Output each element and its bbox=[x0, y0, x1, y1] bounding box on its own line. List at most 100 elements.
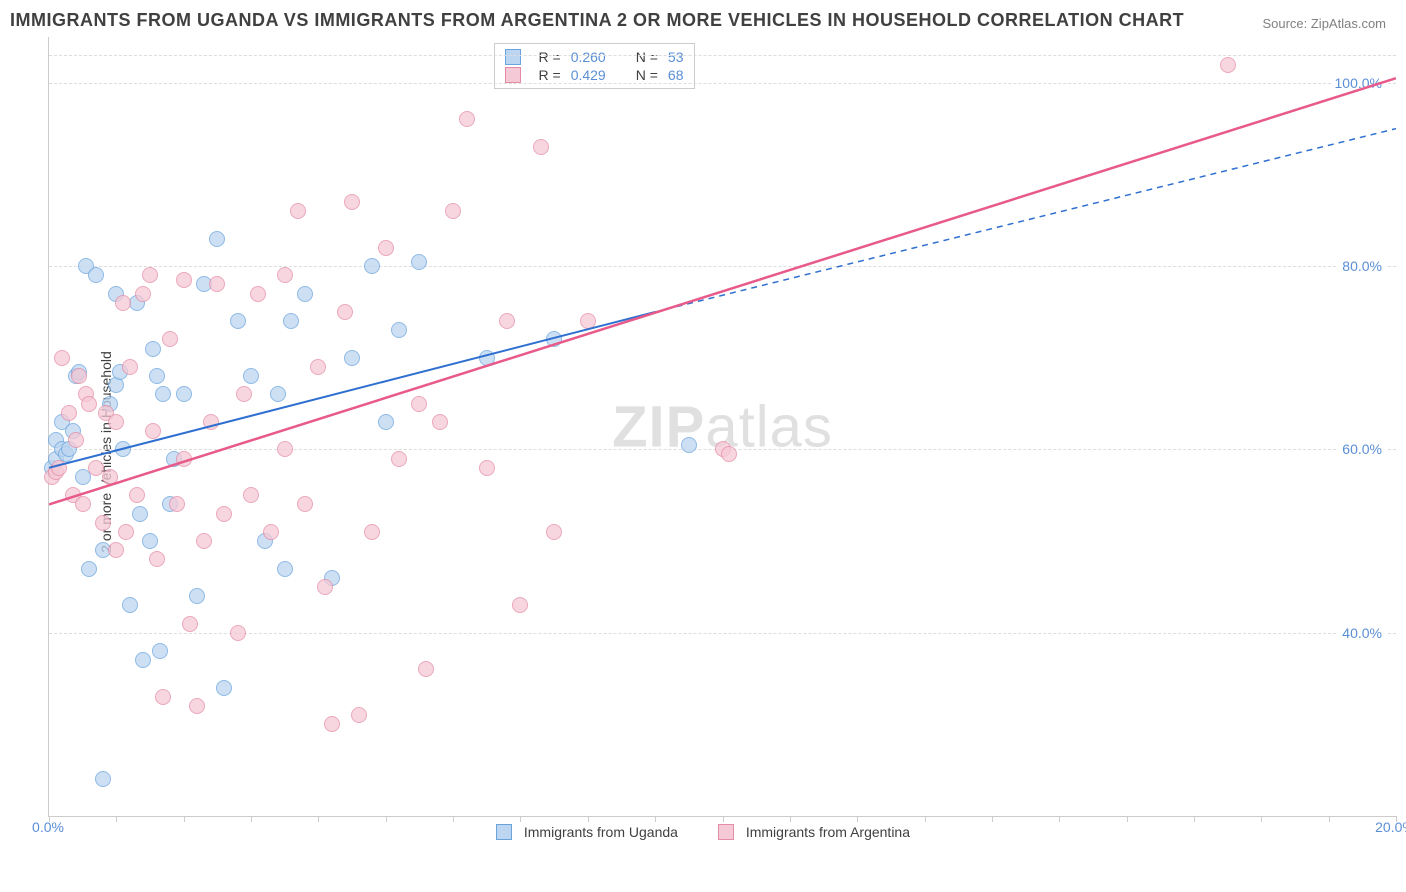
source-label: Source: ZipAtlas.com bbox=[1262, 16, 1386, 31]
scatter-point bbox=[189, 588, 205, 604]
scatter-point bbox=[145, 341, 161, 357]
scatter-point bbox=[115, 295, 131, 311]
scatter-point bbox=[344, 194, 360, 210]
scatter-point bbox=[132, 506, 148, 522]
scatter-point bbox=[277, 561, 293, 577]
scatter-point bbox=[533, 139, 549, 155]
trend-lines bbox=[49, 37, 1396, 816]
scatter-point bbox=[411, 396, 427, 412]
chart-header: IMMIGRANTS FROM UGANDA VS IMMIGRANTS FRO… bbox=[0, 0, 1406, 37]
scatter-point bbox=[580, 313, 596, 329]
gridline bbox=[49, 55, 1396, 56]
scatter-point bbox=[364, 258, 380, 274]
plot-area: ZIPatlas R = 0.260 N = 53 R = 0.429 N = … bbox=[48, 37, 1396, 817]
scatter-point bbox=[209, 231, 225, 247]
scatter-point bbox=[216, 506, 232, 522]
bottom-legend: Immigrants from Uganda Immigrants from A… bbox=[496, 824, 910, 840]
ytick-label: 40.0% bbox=[1338, 625, 1386, 641]
scatter-point bbox=[95, 515, 111, 531]
scatter-point bbox=[230, 313, 246, 329]
scatter-point bbox=[54, 350, 70, 366]
scatter-point bbox=[155, 386, 171, 402]
scatter-point bbox=[270, 386, 286, 402]
scatter-point bbox=[277, 267, 293, 283]
legend-swatch-argentina bbox=[718, 824, 734, 840]
legend-label: Immigrants from Uganda bbox=[524, 824, 678, 840]
scatter-point bbox=[142, 267, 158, 283]
gridline bbox=[49, 83, 1396, 84]
scatter-point bbox=[135, 652, 151, 668]
scatter-point bbox=[499, 313, 515, 329]
scatter-point bbox=[135, 286, 151, 302]
scatter-point bbox=[155, 689, 171, 705]
scatter-point bbox=[337, 304, 353, 320]
scatter-point bbox=[149, 368, 165, 384]
scatter-point bbox=[1220, 57, 1236, 73]
scatter-point bbox=[344, 350, 360, 366]
scatter-point bbox=[176, 386, 192, 402]
stat-r-value: 0.260 bbox=[571, 49, 606, 65]
scatter-point bbox=[203, 414, 219, 430]
scatter-point bbox=[102, 469, 118, 485]
scatter-point bbox=[297, 286, 313, 302]
scatter-point bbox=[142, 533, 158, 549]
scatter-point bbox=[209, 276, 225, 292]
scatter-point bbox=[95, 771, 111, 787]
stat-n-label: N = bbox=[636, 67, 658, 83]
scatter-point bbox=[88, 267, 104, 283]
scatter-point bbox=[512, 597, 528, 613]
scatter-point bbox=[51, 460, 67, 476]
scatter-point bbox=[81, 396, 97, 412]
scatter-point bbox=[479, 460, 495, 476]
xtick-label: 0.0% bbox=[32, 819, 64, 835]
scatter-point bbox=[176, 451, 192, 467]
scatter-point bbox=[391, 322, 407, 338]
scatter-point bbox=[277, 441, 293, 457]
ytick-label: 80.0% bbox=[1338, 258, 1386, 274]
scatter-point bbox=[263, 524, 279, 540]
scatter-point bbox=[108, 542, 124, 558]
gridline bbox=[49, 633, 1396, 634]
swatch-argentina bbox=[505, 67, 521, 83]
stats-row-uganda: R = 0.260 N = 53 bbox=[505, 48, 684, 66]
scatter-point bbox=[283, 313, 299, 329]
scatter-point bbox=[546, 331, 562, 347]
scatter-point bbox=[391, 451, 407, 467]
scatter-point bbox=[411, 254, 427, 270]
stat-r-value: 0.429 bbox=[571, 67, 606, 83]
scatter-point bbox=[721, 446, 737, 462]
scatter-point bbox=[118, 524, 134, 540]
scatter-point bbox=[418, 661, 434, 677]
chart-container: 2 or more Vehicles in Household ZIPatlas… bbox=[10, 37, 1396, 867]
legend-label: Immigrants from Argentina bbox=[746, 824, 910, 840]
stat-n-value: 53 bbox=[668, 49, 684, 65]
stats-row-argentina: R = 0.429 N = 68 bbox=[505, 66, 684, 84]
scatter-point bbox=[310, 359, 326, 375]
scatter-point bbox=[445, 203, 461, 219]
scatter-point bbox=[182, 616, 198, 632]
scatter-point bbox=[75, 496, 91, 512]
stat-n-value: 68 bbox=[668, 67, 684, 83]
scatter-point bbox=[479, 350, 495, 366]
scatter-point bbox=[546, 524, 562, 540]
scatter-point bbox=[71, 368, 87, 384]
stat-r-label: R = bbox=[539, 49, 561, 65]
stat-n-label: N = bbox=[636, 49, 658, 65]
scatter-point bbox=[250, 286, 266, 302]
scatter-point bbox=[432, 414, 448, 430]
ytick-label: 60.0% bbox=[1338, 441, 1386, 457]
scatter-point bbox=[115, 441, 131, 457]
gridline bbox=[49, 266, 1396, 267]
scatter-point bbox=[317, 579, 333, 595]
scatter-point bbox=[378, 240, 394, 256]
xtick-label: 20.0% bbox=[1375, 819, 1406, 835]
scatter-point bbox=[129, 487, 145, 503]
scatter-point bbox=[297, 496, 313, 512]
scatter-point bbox=[108, 377, 124, 393]
stat-r-label: R = bbox=[539, 67, 561, 83]
scatter-point bbox=[364, 524, 380, 540]
scatter-point bbox=[169, 496, 185, 512]
scatter-point bbox=[122, 359, 138, 375]
chart-title: IMMIGRANTS FROM UGANDA VS IMMIGRANTS FRO… bbox=[10, 10, 1184, 31]
scatter-point bbox=[145, 423, 161, 439]
